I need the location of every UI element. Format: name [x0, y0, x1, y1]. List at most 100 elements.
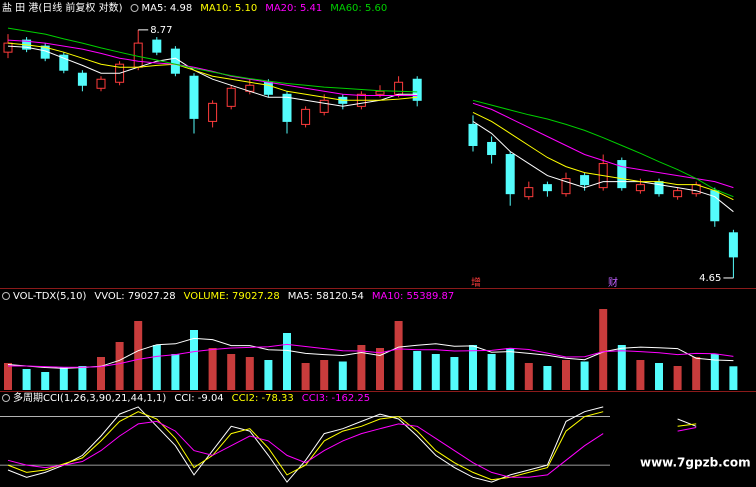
volume-bar — [78, 366, 87, 390]
header-label: VVOL: 79027.28 — [94, 291, 175, 302]
event-marker: 财 — [608, 276, 618, 289]
candle-body — [170, 48, 180, 74]
volume-bar — [394, 321, 403, 390]
candle-body — [3, 42, 13, 53]
candle-body — [394, 81, 404, 95]
header-label: MA5: 58120.54 — [288, 291, 364, 302]
candle-body — [487, 141, 497, 156]
volume-bar — [562, 360, 570, 390]
cci-line — [7, 406, 697, 483]
candle-body — [654, 181, 664, 195]
volume-bar — [599, 309, 608, 390]
volume-bar — [543, 366, 552, 390]
header-label: 多周期CCI(1,26,3,90,21,44,1,1) — [13, 391, 166, 404]
cci-line — [7, 420, 697, 478]
volume-bar — [338, 361, 347, 390]
candle-body — [301, 108, 311, 125]
candle-body — [580, 175, 590, 186]
volume-bar — [301, 363, 310, 390]
candle-body — [59, 54, 69, 71]
candle-body — [282, 93, 292, 122]
candle-body — [412, 78, 422, 101]
volume-bar — [208, 348, 217, 390]
low-annotation: 4.65 — [699, 273, 721, 284]
candle-body — [505, 154, 515, 195]
cci-line — [7, 411, 697, 481]
candle-body — [617, 160, 627, 189]
volume-bar — [487, 354, 496, 390]
candle-body — [96, 78, 106, 89]
candle-body — [77, 72, 87, 86]
candle-body — [728, 232, 738, 258]
volume-bar — [320, 360, 329, 390]
volume-bar — [283, 333, 291, 390]
candle-body — [710, 190, 720, 222]
watermark: www.7gpzb.com — [640, 456, 751, 470]
volume-bar — [431, 354, 440, 390]
volume-bar — [450, 357, 459, 390]
volume-bar — [41, 372, 50, 390]
volume-bar — [171, 354, 180, 390]
header-label: CCI: -9.04 — [174, 393, 223, 404]
header-label: MA60: 5.60 — [330, 3, 387, 14]
ma-line — [7, 39, 734, 189]
volume-bar — [245, 357, 254, 390]
candle-body — [319, 99, 329, 113]
volume-bar — [4, 363, 12, 390]
candle-body — [542, 184, 552, 192]
candle-body — [208, 102, 218, 122]
volume-bar — [580, 361, 589, 390]
header-label: CCI2: -78.33 — [232, 393, 294, 404]
header-label: MA10: 5.10 — [200, 3, 257, 14]
volume-bar — [227, 354, 236, 390]
candle-body — [152, 39, 162, 53]
volume-bar — [673, 366, 682, 390]
candle-body — [375, 90, 385, 95]
ma-line — [7, 42, 734, 201]
volume-ma-line — [7, 337, 734, 369]
volume-bar — [59, 367, 68, 390]
volume-bar — [506, 348, 515, 390]
header-label: MA5: 4.98 — [142, 3, 193, 14]
header-icon — [2, 292, 10, 300]
candle-body — [226, 87, 236, 107]
volume-bar — [729, 366, 738, 390]
volume-bar — [190, 330, 198, 390]
volume-bar — [97, 357, 105, 390]
header-label: MA10: 55389.87 — [372, 291, 454, 302]
volume-bar — [134, 321, 143, 390]
volume-bar — [264, 360, 273, 390]
ma-line — [7, 45, 734, 213]
candle-body — [133, 42, 143, 68]
candle-body — [635, 184, 645, 192]
volume-bar — [413, 351, 422, 390]
volume-bar — [22, 369, 31, 390]
candle-body — [263, 81, 273, 95]
header-icon — [130, 4, 139, 12]
header-label: VOLUME: 79027.28 — [184, 291, 280, 302]
volume-ma-line — [8, 343, 734, 368]
volume-bar — [692, 357, 701, 390]
candle-body — [673, 190, 683, 198]
ma-line — [7, 27, 734, 198]
header-icon — [2, 394, 10, 402]
volume-bar — [376, 348, 384, 390]
header-label: 盐 田 港(日线 前复权 对数) — [2, 1, 123, 14]
candle-body — [524, 187, 534, 198]
volume-bar — [655, 363, 663, 390]
volume-bar — [115, 342, 124, 390]
candle-body — [468, 123, 478, 146]
candle-body — [189, 75, 199, 119]
volume-bar — [710, 354, 719, 390]
candle-body — [561, 178, 571, 195]
volume-bar — [357, 345, 366, 390]
volume-bar — [152, 345, 161, 390]
header-label: CCI3: -162.25 — [302, 393, 370, 404]
high-annotation: 8.77 — [150, 25, 172, 36]
volume-bar — [469, 345, 477, 390]
volume-bar — [617, 345, 626, 390]
volume-bar — [524, 363, 533, 390]
header-label: MA20: 5.41 — [265, 3, 322, 14]
